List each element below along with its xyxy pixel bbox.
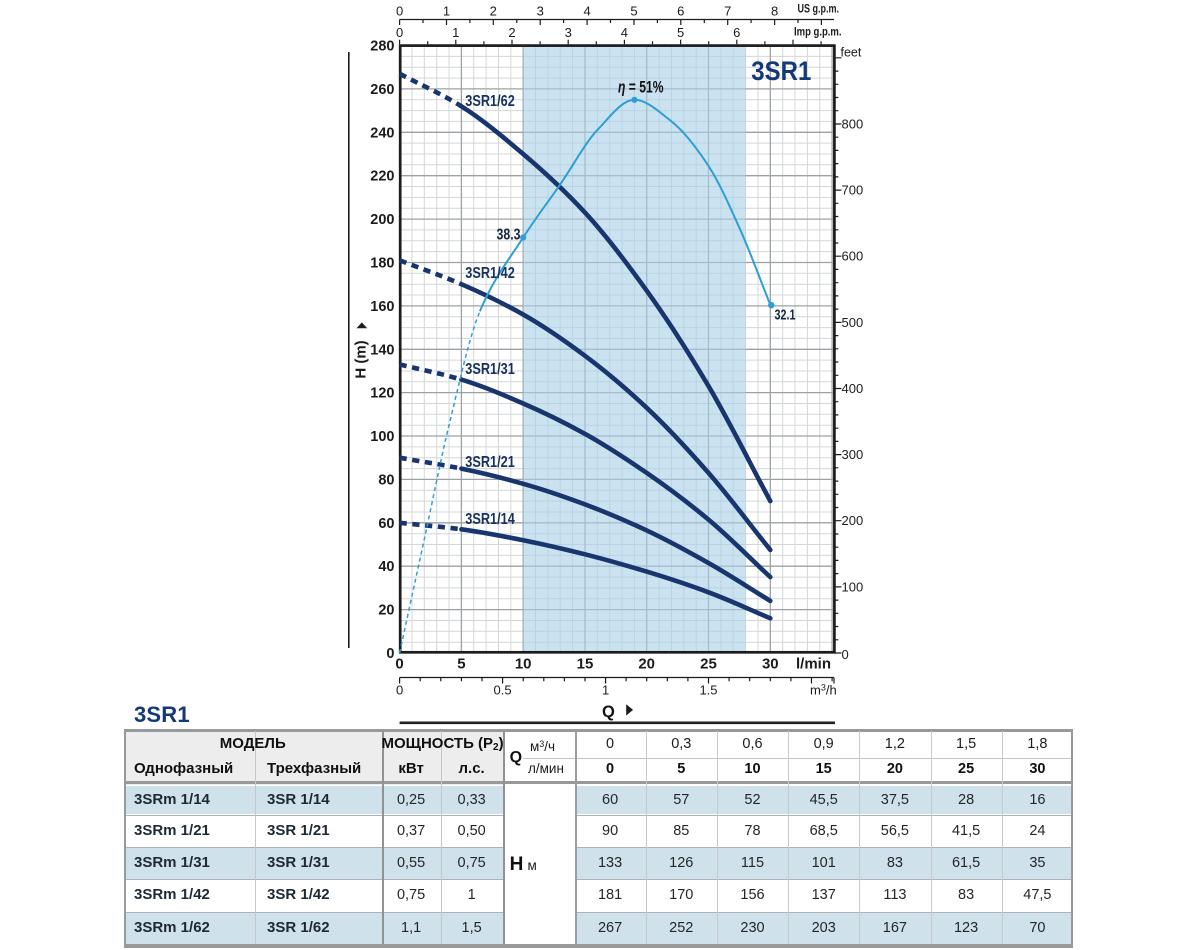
svg-text:0: 0: [396, 4, 403, 19]
svg-text:5: 5: [677, 25, 684, 40]
svg-text:H (m): H (m): [353, 340, 370, 378]
svg-text:120: 120: [370, 386, 394, 402]
svg-text:2: 2: [490, 4, 497, 19]
svg-text:25: 25: [700, 656, 717, 673]
svg-text:1: 1: [452, 25, 459, 40]
svg-text:3SR1/21: 3SR1/21: [465, 454, 515, 471]
svg-text:5: 5: [630, 4, 637, 19]
svg-text:5: 5: [457, 656, 465, 673]
svg-text:200: 200: [370, 212, 394, 228]
svg-text:0: 0: [386, 646, 394, 662]
svg-text:300: 300: [842, 447, 864, 462]
svg-text:Imp g.p.m.: Imp g.p.m.: [794, 27, 842, 39]
svg-text:0: 0: [396, 25, 403, 40]
svg-text:280: 280: [370, 39, 394, 55]
svg-text:15: 15: [577, 656, 594, 673]
svg-text:3: 3: [565, 25, 572, 40]
svg-text:40: 40: [378, 559, 394, 575]
svg-text:3SR1: 3SR1: [751, 56, 811, 86]
svg-text:0.5: 0.5: [494, 683, 512, 698]
svg-text:1: 1: [602, 683, 609, 698]
svg-text:500: 500: [842, 315, 864, 330]
svg-text:feet: feet: [841, 46, 862, 60]
svg-text:3SR1/62: 3SR1/62: [465, 93, 515, 110]
svg-text:240: 240: [370, 125, 394, 141]
svg-text:100: 100: [842, 579, 864, 594]
svg-text:400: 400: [842, 381, 864, 396]
svg-text:0: 0: [395, 656, 403, 673]
svg-text:8: 8: [771, 4, 778, 19]
svg-text:38.3: 38.3: [497, 227, 521, 244]
svg-text:0: 0: [842, 647, 849, 662]
svg-text:6: 6: [733, 25, 740, 40]
svg-text:700: 700: [842, 183, 864, 198]
svg-text:180: 180: [370, 256, 394, 272]
svg-text:4: 4: [621, 25, 628, 40]
svg-text:Q: Q: [602, 703, 615, 721]
svg-text:1: 1: [443, 4, 450, 19]
svg-text:60: 60: [378, 516, 394, 532]
svg-text:20: 20: [378, 603, 394, 619]
svg-text:7: 7: [724, 4, 731, 19]
svg-text:600: 600: [842, 249, 864, 264]
svg-text:32.1: 32.1: [775, 307, 796, 324]
svg-text:1.5: 1.5: [699, 683, 717, 698]
svg-text:220: 220: [370, 169, 394, 185]
svg-text:10: 10: [515, 656, 532, 673]
svg-text:3: 3: [537, 4, 544, 19]
svg-text:3SR1/14: 3SR1/14: [465, 511, 515, 528]
svg-text:800: 800: [842, 117, 864, 132]
svg-text:3SR1/31: 3SR1/31: [465, 361, 515, 378]
svg-text:140: 140: [370, 342, 394, 358]
svg-text:80: 80: [378, 472, 394, 488]
svg-text:η = 51%: η = 51%: [618, 79, 664, 97]
svg-text:6: 6: [677, 4, 684, 19]
svg-text:US g.p.m.: US g.p.m.: [798, 4, 840, 16]
svg-text:30: 30: [762, 656, 779, 673]
svg-text:4: 4: [583, 4, 590, 19]
svg-text:160: 160: [370, 299, 394, 315]
svg-text:3SR1/42: 3SR1/42: [465, 265, 515, 282]
svg-text:0: 0: [396, 683, 403, 698]
svg-text:100: 100: [370, 429, 394, 445]
svg-text:260: 260: [370, 82, 394, 98]
svg-text:200: 200: [842, 513, 864, 528]
svg-text:2: 2: [508, 25, 515, 40]
svg-text:l/min: l/min: [796, 656, 831, 673]
svg-text:m3/h: m3/h: [810, 683, 837, 698]
svg-text:20: 20: [638, 656, 655, 673]
